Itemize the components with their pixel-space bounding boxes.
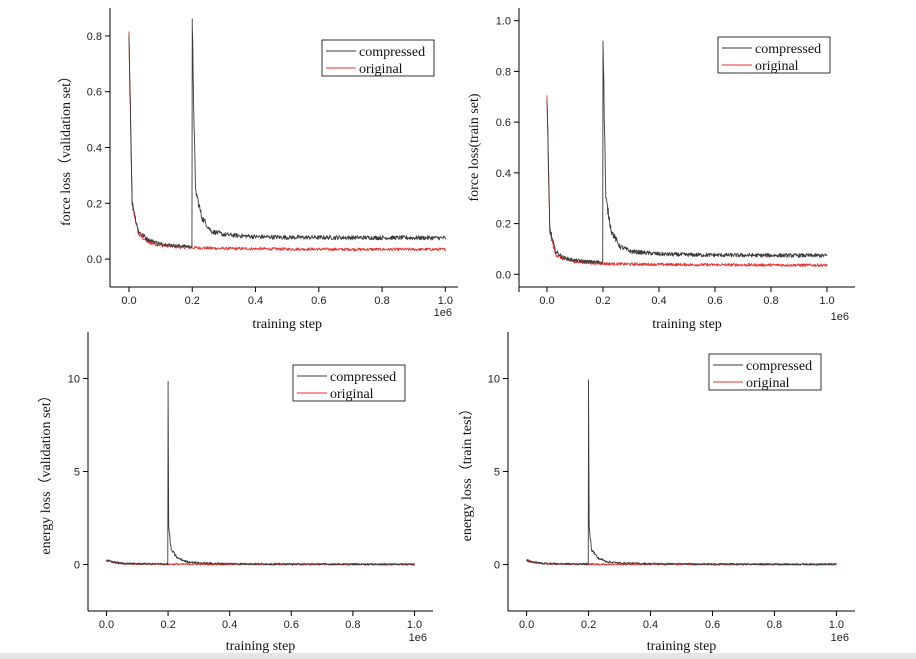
- y-tick-label: 0.8: [496, 66, 511, 78]
- x-tick-label: 0.8: [763, 295, 778, 307]
- x-tick-label: 0.2: [595, 295, 610, 307]
- legend-label-original: original: [330, 387, 374, 402]
- bottom-strip: [0, 653, 916, 659]
- x-tick-label: 1.0: [407, 619, 422, 631]
- y-tick-label: 0.6: [87, 87, 102, 99]
- y-tick-label: 1.0: [496, 16, 511, 28]
- x-tick-label: 0.0: [121, 295, 136, 307]
- chart-panel-3: 0.0 0.2 0.4 0.6 0.8 1.0 0 5 10 training step energ…: [38, 332, 433, 654]
- x-axis-title: training step: [252, 317, 322, 332]
- chart-panel-1: 0.0 0.2 0.4 0.6 0.8 1.0 0.0 0.2 0.4 0.6 0.8 trainin…: [58, 8, 458, 332]
- x-tick-label: 1.0: [438, 295, 453, 307]
- legend-label-compressed: compressed: [330, 370, 396, 385]
- x-tick-label: 0.4: [222, 619, 237, 631]
- x-tick-label: 0.8: [345, 619, 360, 631]
- series-line-original: [128, 31, 446, 252]
- chart-panel-4: 0.0 0.2 0.4 0.6 0.8 1.0 0 5 10 training step energ…: [459, 332, 855, 654]
- x-axis-multiplier: 1e6: [831, 311, 849, 323]
- legend-label-compressed: compressed: [755, 42, 821, 57]
- legend: compressed original: [292, 364, 406, 402]
- x-tick-label: 1.0: [829, 619, 844, 631]
- x-axis-title: training step: [647, 639, 717, 654]
- y-tick-label: 0: [74, 560, 80, 572]
- series-line-compressed: [128, 18, 446, 249]
- legend: compressed original: [321, 39, 435, 77]
- y-axis-title: force loss（validation set）: [58, 69, 74, 226]
- y-tick-label: 0.4: [87, 143, 102, 155]
- x-tick-label: 0.2: [185, 295, 200, 307]
- x-axis-multiplier: 1e6: [409, 632, 427, 644]
- x-axis-multiplier: 1e6: [831, 632, 849, 644]
- x-tick-label: 0.8: [374, 295, 389, 307]
- chart-panel-2: 0.0 0.2 0.4 0.6 0.8 1.0 0.0 0.2 0.4 0.6 0.8 1.0 trai…: [467, 8, 855, 332]
- x-axis-title: training step: [226, 639, 296, 654]
- x-tick-label: 1.0: [819, 295, 834, 307]
- y-tick-label: 10: [488, 374, 500, 386]
- y-tick-label: 10: [68, 374, 80, 386]
- series-line-original: [546, 95, 828, 268]
- y-tick-label: 0.2: [87, 198, 102, 210]
- legend-box: [321, 39, 435, 77]
- x-tick-label: 0.0: [539, 295, 554, 307]
- y-axis-title: force loss(train set): [467, 93, 482, 201]
- legend-label-original: original: [746, 376, 790, 391]
- x-tick-label: 0.4: [651, 295, 666, 307]
- x-tick-label: 0.2: [160, 619, 175, 631]
- y-tick-label: 0.0: [496, 269, 511, 281]
- y-tick-label: 0.0: [87, 254, 102, 266]
- legend-label-compressed: compressed: [359, 45, 425, 60]
- x-tick-label: 0.6: [705, 619, 720, 631]
- y-tick-label: 0.8: [87, 31, 102, 43]
- y-axis-title: energy loss（train test）: [459, 402, 475, 542]
- y-tick-label: 5: [74, 467, 80, 479]
- x-tick-label: 0.4: [643, 619, 658, 631]
- legend-box: [717, 36, 831, 74]
- x-tick-label: 0.8: [767, 619, 782, 631]
- x-tick-label: 0.0: [99, 619, 114, 631]
- x-axis-multiplier: 1e6: [434, 307, 452, 319]
- series-line-compressed: [546, 40, 828, 265]
- x-tick-label: 0.6: [311, 295, 326, 307]
- series-line-compressed: [106, 380, 415, 566]
- legend: compressed original: [717, 36, 831, 74]
- y-tick-label: 0.6: [496, 117, 511, 129]
- x-tick-label: 0.4: [248, 295, 263, 307]
- legend-label-compressed: compressed: [746, 359, 812, 374]
- series-line-compressed: [526, 379, 837, 566]
- x-tick-label: 0.6: [284, 619, 299, 631]
- y-tick-label: 0: [494, 560, 500, 572]
- legend-box: [708, 353, 822, 391]
- x-tick-label: 0.6: [707, 295, 722, 307]
- legend: compressed original: [708, 353, 822, 391]
- y-tick-label: 0.4: [496, 168, 511, 180]
- y-axis-title: energy loss（validation set）: [38, 388, 54, 554]
- y-tick-label: 0.2: [496, 219, 511, 231]
- legend-label-original: original: [755, 59, 799, 74]
- x-axis-title: training step: [652, 317, 722, 332]
- y-tick-label: 5: [494, 467, 500, 479]
- legend-label-original: original: [359, 62, 403, 77]
- legend-box: [292, 364, 406, 402]
- x-tick-label: 0.0: [519, 619, 534, 631]
- x-tick-label: 0.2: [581, 619, 596, 631]
